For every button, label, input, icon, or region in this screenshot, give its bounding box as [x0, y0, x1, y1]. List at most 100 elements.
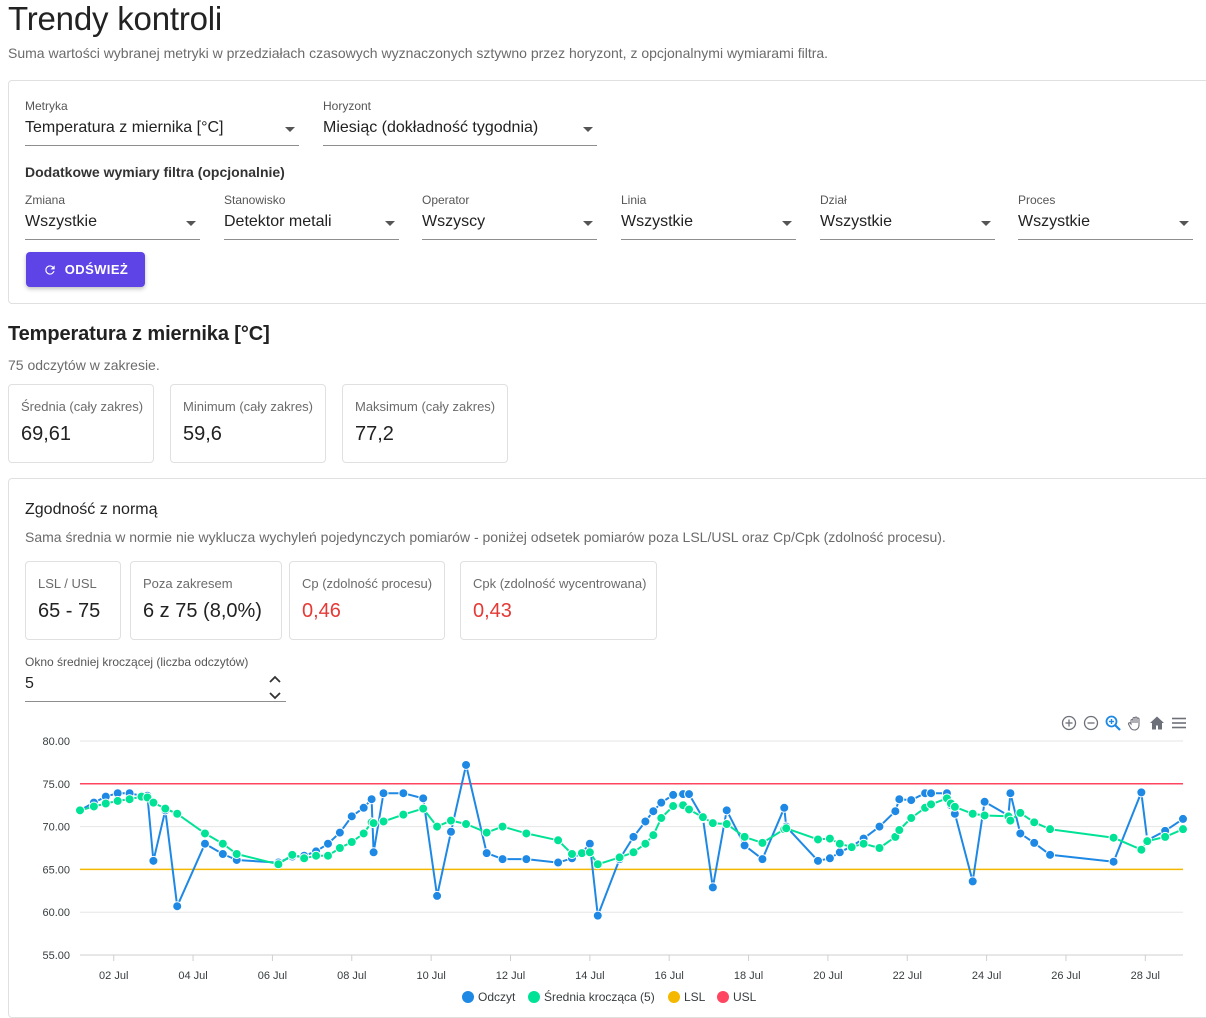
- y-tick-label: 60.00: [42, 907, 70, 919]
- horizon-select[interactable]: Horyzont Miesiąc (dokładność tygodnia): [323, 99, 597, 147]
- menu-icon[interactable]: [1170, 714, 1188, 732]
- data-point: [1136, 844, 1147, 855]
- department-select[interactable]: Dział Wszystkie: [820, 193, 995, 241]
- data-point: [231, 848, 242, 859]
- legend-item[interactable]: USL: [717, 990, 757, 1004]
- metric-select[interactable]: Metryka Temperatura z miernika [°C]: [25, 99, 299, 147]
- stat-label: Cp (zdolność procesu): [302, 576, 433, 591]
- x-tick-label: 14 Jul: [575, 970, 604, 982]
- data-point: [1005, 815, 1016, 826]
- y-tick-label: 65.00: [42, 864, 70, 876]
- data-point: [461, 819, 472, 830]
- data-point: [1178, 813, 1188, 824]
- zoom-out-icon[interactable]: [1082, 714, 1100, 732]
- spinner-arrows-icon[interactable]: [268, 673, 282, 703]
- caret-down-icon: [285, 127, 295, 132]
- chart-toolbar: [1060, 713, 1188, 733]
- data-point: [346, 811, 357, 822]
- data-point: [461, 759, 472, 770]
- data-point: [199, 838, 210, 849]
- reset-home-icon[interactable]: [1148, 714, 1166, 732]
- stat-card-min: Minimum (cały zakres) 59,6: [170, 384, 326, 463]
- station-select[interactable]: Stanowisko Detektor metali: [224, 193, 399, 241]
- compliance-title: Zgodność z normą: [25, 501, 158, 518]
- refresh-label: ODŚWIEŻ: [64, 262, 129, 277]
- compliance-card: Zgodność z normą Sama średnia w normie n…: [8, 478, 1206, 1018]
- data-point: [358, 828, 369, 839]
- data-point: [894, 794, 905, 805]
- data-point: [322, 850, 333, 861]
- data-point: [614, 852, 625, 863]
- stat-label: LSL / USL: [38, 576, 97, 591]
- data-point: [521, 828, 532, 839]
- data-point: [656, 813, 667, 824]
- extra-filters-heading: Dodatkowe wymiary filtra (opcjonalnie): [25, 164, 285, 180]
- data-point: [1015, 828, 1026, 839]
- station-value: Detektor metali: [224, 213, 332, 230]
- zoom-selection-icon[interactable]: [1104, 714, 1122, 732]
- field-underline: [323, 145, 597, 146]
- data-point: [100, 798, 111, 809]
- data-point: [148, 797, 159, 808]
- x-tick-label: 20 Jul: [813, 970, 842, 982]
- data-point: [1108, 856, 1119, 867]
- line-select[interactable]: Linia Wszystkie: [621, 193, 796, 241]
- data-point: [824, 853, 835, 864]
- data-point: [287, 849, 298, 860]
- process-label: Proces: [1018, 193, 1056, 207]
- data-point: [1160, 831, 1171, 842]
- data-point: [497, 854, 508, 865]
- station-label: Stanowisko: [224, 193, 286, 207]
- data-point: [739, 840, 750, 851]
- data-point: [906, 795, 917, 806]
- moving-window-label: Okno średniej kroczącej (liczba odczytów…: [25, 655, 249, 669]
- pan-icon[interactable]: [1126, 714, 1144, 732]
- stat-label: Poza zakresem: [143, 576, 233, 591]
- data-point: [739, 831, 750, 842]
- x-tick-label: 06 Jul: [258, 970, 287, 982]
- stat-label: Średnia (cały zakres): [21, 399, 144, 414]
- operator-select[interactable]: Operator Wszyscy: [422, 193, 597, 241]
- compliance-subtitle: Sama średnia w normie nie wyklucza wychy…: [25, 529, 946, 545]
- field-underline: [422, 239, 597, 240]
- data-point: [668, 789, 679, 800]
- data-point: [366, 794, 377, 805]
- data-point: [160, 803, 171, 814]
- field-underline: [25, 239, 200, 240]
- caret-down-icon: [1179, 221, 1189, 226]
- data-point: [1045, 824, 1056, 835]
- data-point: [217, 838, 228, 849]
- y-axis: 55.00 60.00 65.00 70.00 75.00 80.00: [42, 736, 70, 962]
- stat-card-mean: Średnia (cały zakres) 69,61: [8, 384, 154, 463]
- moving-window-field[interactable]: Okno średniej kroczącej (liczba odczytów…: [25, 655, 286, 703]
- stat-label: Minimum (cały zakres): [183, 399, 314, 414]
- moving-window-input[interactable]: 5: [25, 675, 34, 692]
- legend-item[interactable]: Odczyt: [462, 990, 516, 1004]
- data-point: [979, 810, 990, 821]
- data-point: [398, 788, 409, 799]
- data-point: [1136, 787, 1147, 798]
- refresh-button[interactable]: ODŚWIEŻ: [26, 252, 145, 287]
- line-value: Wszystkie: [621, 213, 693, 230]
- data-point: [521, 854, 532, 865]
- stat-card-max: Maksimum (cały zakres) 77,2: [342, 384, 508, 463]
- field-underline: [1018, 239, 1193, 240]
- legend-item[interactable]: LSL: [668, 990, 706, 1004]
- x-tick-label: 22 Jul: [893, 970, 922, 982]
- data-point: [707, 882, 718, 893]
- caret-down-icon: [981, 221, 991, 226]
- legend-item[interactable]: Średnia krocząca (5): [528, 989, 655, 1004]
- shift-select[interactable]: Zmiana Wszystkie: [25, 193, 200, 241]
- zoom-in-icon[interactable]: [1060, 714, 1078, 732]
- data-point: [273, 859, 284, 870]
- x-tick-label: 10 Jul: [416, 970, 445, 982]
- chart-series: [75, 759, 1188, 921]
- x-tick-label: 18 Jul: [734, 970, 763, 982]
- data-point: [553, 835, 564, 846]
- data-point: [432, 890, 443, 901]
- data-point: [368, 847, 379, 858]
- data-point: [445, 815, 456, 826]
- data-point: [148, 855, 159, 866]
- process-select[interactable]: Proces Wszystkie: [1018, 193, 1193, 241]
